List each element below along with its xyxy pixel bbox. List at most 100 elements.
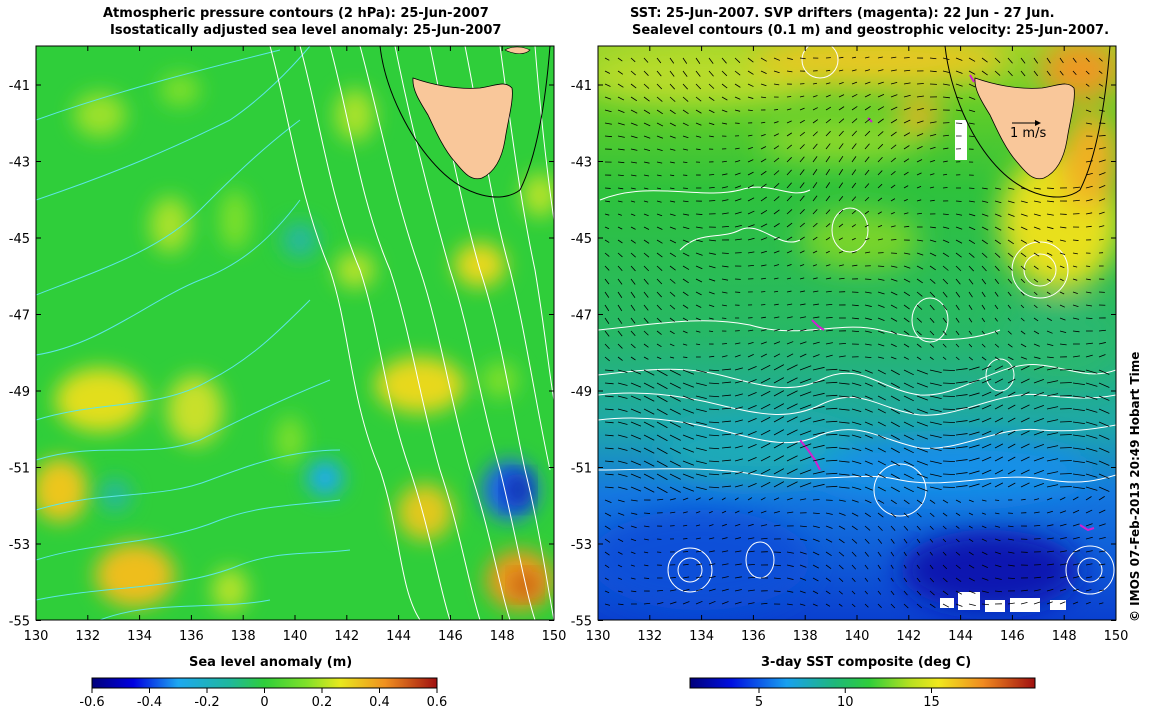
- velocity-vector: [890, 499, 897, 505]
- velocity-vector: [734, 393, 743, 397]
- velocity-vector: [942, 239, 950, 243]
- velocity-vector: [643, 356, 649, 360]
- velocity-vector: [903, 525, 909, 531]
- velocity-vector: [1007, 304, 1012, 309]
- velocity-vector: [643, 473, 655, 480]
- velocity-vector: [695, 434, 707, 438]
- velocity-vector: [708, 355, 715, 358]
- velocity-vector: [747, 329, 754, 332]
- velocity-vector: [929, 226, 936, 229]
- velocity-vector: [942, 421, 955, 423]
- velocity-vector: [799, 236, 805, 241]
- velocity-vector: [877, 156, 883, 163]
- velocity-vector: [799, 107, 805, 111]
- velocity-vector: [851, 169, 857, 176]
- velocity-vector: [942, 590, 949, 596]
- velocity-vector: [942, 160, 948, 163]
- velocity-vector: [1020, 456, 1030, 462]
- velocity-vector: [916, 499, 923, 505]
- velocity-vector: [604, 317, 610, 325]
- velocity-vector: [812, 236, 818, 241]
- velocity-vector: [890, 525, 896, 531]
- velocity-vector: [942, 434, 955, 436]
- velocity-vector: [682, 70, 688, 77]
- velocity-vector: [994, 469, 1004, 475]
- velocity-vector: [838, 538, 845, 544]
- velocity-vector: [604, 460, 614, 463]
- velocity-vector: [786, 316, 793, 319]
- credit-text: © IMOS 07-Feb-2013 20:49 Hobart Time: [1128, 351, 1142, 622]
- velocity-vector: [1007, 443, 1016, 449]
- velocity-vector: [1098, 198, 1106, 202]
- velocity-vector: [1085, 172, 1093, 176]
- velocity-vector: [1085, 486, 1098, 491]
- velocity-vector: [747, 251, 755, 254]
- velocity-vector: [955, 407, 968, 410]
- velocity-vector: [1046, 419, 1059, 423]
- velocity-vector: [617, 187, 624, 190]
- velocity-vector: [812, 131, 818, 137]
- velocity-vector: [630, 447, 642, 453]
- velocity-vector: [942, 57, 950, 61]
- velocity-vector: [864, 460, 873, 465]
- velocity-vector: [877, 525, 883, 531]
- velocity-vector: [773, 182, 780, 189]
- velocity-vector: [747, 392, 757, 397]
- velocity-vector: [760, 390, 771, 397]
- velocity-vector: [799, 603, 806, 606]
- velocity-vector: [630, 486, 642, 492]
- velocity-vector: [864, 106, 871, 111]
- velocity-vector: [851, 473, 862, 477]
- velocity-vector: [877, 278, 885, 281]
- velocity-vector: [812, 316, 820, 319]
- velocity-vector: [630, 473, 642, 479]
- velocity-vector: [799, 95, 805, 98]
- velocity-vector: [708, 291, 715, 295]
- velocity-vector: [851, 512, 859, 517]
- velocity-vector: [864, 447, 873, 452]
- velocity-vector: [643, 174, 650, 177]
- right-title-line2: Sealevel contours (0.1 m) and geostrophi…: [632, 23, 1110, 38]
- velocity-vector: [1007, 343, 1013, 348]
- velocity-vector: [643, 135, 651, 139]
- velocity-vector: [617, 564, 623, 568]
- velocity-vector: [1007, 469, 1016, 475]
- velocity-vector: [1085, 408, 1098, 413]
- velocity-vector: [812, 195, 818, 202]
- velocity-vector: [877, 211, 882, 215]
- velocity-vector: [825, 304, 833, 306]
- velocity-vector: [994, 456, 1004, 462]
- velocity-vector: [604, 590, 610, 594]
- velocity-vector: [812, 119, 819, 124]
- velocity-vector: [630, 122, 638, 126]
- velocity-vector: [838, 69, 844, 72]
- velocity-vector: [630, 512, 638, 515]
- velocity-vector: [630, 408, 642, 414]
- velocity-vector: [864, 224, 869, 228]
- velocity-vector: [799, 498, 807, 501]
- velocity-vector: [799, 365, 812, 371]
- velocity-vector: [968, 317, 973, 323]
- velocity-vector: [643, 291, 649, 298]
- velocity-vector: [669, 278, 676, 284]
- velocity-vector: [786, 264, 792, 267]
- velocity-vector: [838, 118, 845, 124]
- velocity-vector: [890, 278, 898, 282]
- velocity-vector: [877, 143, 884, 150]
- velocity-vector: [955, 252, 962, 258]
- velocity-vector: [786, 132, 793, 137]
- velocity-vector: [825, 316, 833, 319]
- velocity-vector: [669, 239, 677, 244]
- velocity-vector: [760, 83, 767, 87]
- velocity-vector: [630, 174, 637, 177]
- velocity-vector: [1007, 378, 1016, 384]
- velocity-vector: [864, 408, 873, 413]
- velocity-vector: [682, 317, 689, 322]
- velocity-vector: [786, 538, 794, 541]
- velocity-vector: [968, 366, 980, 371]
- velocity-vector: [1072, 186, 1080, 189]
- velocity-vector: [1059, 57, 1064, 64]
- velocity-vector: [1072, 496, 1079, 501]
- velocity-vector: [604, 265, 610, 271]
- velocity-vector: [1046, 304, 1052, 308]
